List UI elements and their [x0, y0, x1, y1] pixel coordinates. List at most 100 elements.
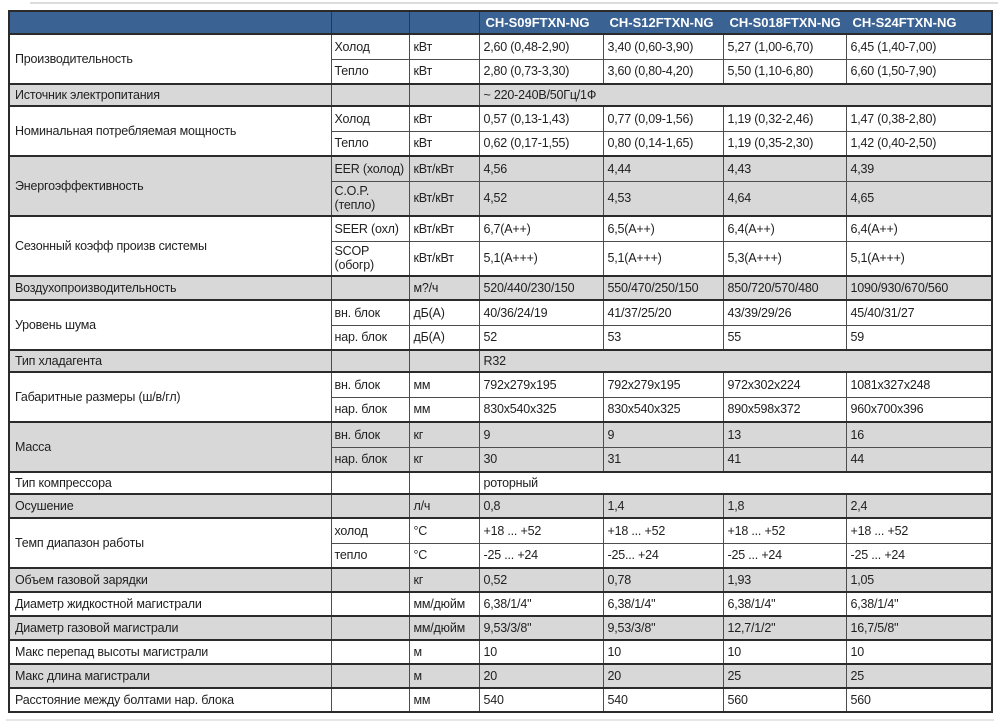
- value-cell: 1,93: [722, 567, 847, 593]
- unit-cell: кВт: [408, 33, 480, 60]
- unit-cell: [408, 349, 480, 373]
- table-row: Воздухопроизводительность м?/ч 520/440/230…: [8, 275, 993, 301]
- row-label-cell: Диаметр газовой магистрали: [8, 615, 332, 641]
- value-cell: 6,5(A++): [602, 215, 724, 242]
- value-cell: 10: [602, 639, 724, 665]
- sub-parameter-cell: SEER (охл): [330, 215, 410, 242]
- table-row: Масса вн. блок кг 9 9 13 16: [8, 421, 993, 473]
- value-cell: 4,53: [602, 180, 724, 217]
- value-cell: 792х279х195: [478, 371, 604, 398]
- unit-cell: м?/ч: [408, 275, 480, 301]
- value-cell: 9: [602, 421, 724, 448]
- value-cell: 44: [845, 446, 993, 473]
- row-label-cell: Сезонный коэфф произв системы: [8, 215, 332, 277]
- table-row: Темп диапазон работы холод °C +18 ... +52 +1…: [8, 517, 993, 569]
- value-cell: 2,60 (0,48-2,90): [478, 33, 604, 60]
- value-cell: 830х540х325: [602, 396, 724, 423]
- unit-cell: °C: [408, 542, 480, 569]
- sub-parameter-cell: [330, 349, 410, 373]
- value-cell: 5,1(A+++): [478, 240, 604, 277]
- value-cell: 1,05: [845, 567, 993, 593]
- table-row: Объем газовой зарядки кг 0,52 0,78 1,93 1,05: [8, 567, 993, 593]
- value-cell: +18 ... +52: [722, 517, 847, 544]
- unit-cell: [408, 83, 480, 107]
- value-cell: +18 ... +52: [845, 517, 993, 544]
- unit-cell: [408, 471, 480, 495]
- value-cell: 1,19 (0,35-2,30): [722, 130, 847, 157]
- value-cell: 0,57 (0,13-1,43): [478, 105, 604, 132]
- table-row: Расстояние между болтами нар. блока мм 540…: [8, 687, 993, 713]
- unit-cell: °C: [408, 517, 480, 544]
- value-cell: 792х279х195: [602, 371, 724, 398]
- value-cell: 520/440/230/150: [478, 275, 604, 301]
- value-cell: 830х540х325: [478, 396, 604, 423]
- value-cell: 25: [722, 663, 847, 689]
- sub-parameter-cell: Холод: [330, 105, 410, 132]
- value-cell: 55: [722, 324, 847, 351]
- value-cell: 5,3(A+++): [722, 240, 847, 277]
- value-cell: 6,38/1/4": [845, 591, 993, 617]
- sub-parameter-cell: [330, 615, 410, 641]
- row-label-cell: Габаритные размеры (ш/в/гл): [8, 371, 332, 423]
- value-cell: 6,7(A++): [478, 215, 604, 242]
- value-cell: 890х598х372: [722, 396, 847, 423]
- sub-parameter-cell: [330, 471, 410, 495]
- sub-parameter-cell: C.O.P. (тепло): [330, 180, 410, 217]
- value-cell: +18 ... +52: [602, 517, 724, 544]
- value-cell: 6,38/1/4": [722, 591, 847, 617]
- row-label-cell: Темп диапазон работы: [8, 517, 332, 569]
- value-cell: 972х302х224: [722, 371, 847, 398]
- value-cell: 1,47 (0,38-2,80): [845, 105, 993, 132]
- unit-cell: кВт: [408, 130, 480, 157]
- value-cell: 2,4: [845, 493, 993, 519]
- value-cell: 1,19 (0,32-2,46): [722, 105, 847, 132]
- table-row: Тепло кВт 0,62 (0,17-1,55) 0,80 (0,14-1,65)…: [9, 130, 993, 157]
- unit-cell: мм: [408, 371, 480, 398]
- spec-table: CH-S09FTXN-NG CH-S12FTXN-NG CH-S018FTXN-NG…: [8, 10, 993, 713]
- value-cell: -25... +24: [602, 542, 724, 569]
- table-row: Макс длина магистрали м 20 20 25 25: [8, 663, 993, 689]
- table-row: Энергоэффективность EER (холод) кВт/кВт 4,5…: [8, 155, 993, 217]
- value-cell: 1081х327х248: [845, 371, 993, 398]
- sub-parameter-cell: [330, 687, 410, 713]
- value-cell: 45/40/31/27: [845, 299, 993, 326]
- unit-cell: мм: [408, 396, 480, 423]
- row-label-cell: Расстояние между болтами нар. блока: [8, 687, 332, 713]
- merged-value-cell: роторный: [478, 471, 993, 495]
- unit-cell: мм: [408, 687, 480, 713]
- sub-parameter-cell: [330, 663, 410, 689]
- value-cell: 20: [478, 663, 604, 689]
- value-cell: 31: [602, 446, 724, 473]
- value-cell: 20: [602, 663, 724, 689]
- value-cell: 4,56: [478, 155, 604, 182]
- column-header-model: CH-S09FTXN-NG: [479, 10, 604, 34]
- row-label-cell: Производительность: [8, 33, 332, 85]
- value-cell: 4,52: [478, 180, 604, 217]
- value-cell: 0,77 (0,09-1,56): [602, 105, 724, 132]
- unit-cell: кг: [408, 421, 480, 448]
- value-cell: 16: [845, 421, 993, 448]
- table-row: Диаметр газовой магистрали мм/дюйм 9,53/3/…: [8, 615, 993, 641]
- value-cell: 6,38/1/4": [602, 591, 724, 617]
- value-cell: 6,4(A++): [845, 215, 993, 242]
- unit-cell: кВт/кВт: [408, 180, 480, 217]
- unit-cell: м: [408, 639, 480, 665]
- unit-cell: л/ч: [408, 493, 480, 519]
- sub-parameter-cell: нар. блок: [330, 446, 410, 473]
- row-label-cell: Воздухопроизводительность: [8, 275, 332, 301]
- value-cell: 0,52: [478, 567, 604, 593]
- table-row: Тип компрессора роторный: [8, 471, 993, 495]
- value-cell: 0,8: [478, 493, 604, 519]
- sub-parameter-cell: [330, 493, 410, 519]
- unit-cell: дБ(А): [408, 299, 480, 326]
- value-cell: 41: [722, 446, 847, 473]
- sub-parameter-cell: вн. блок: [330, 371, 410, 398]
- column-header-empty: [409, 10, 480, 34]
- table-row: Габаритные размеры (ш/в/гл) вн. блок мм 792…: [8, 371, 993, 423]
- value-cell: -25 ... +24: [478, 542, 604, 569]
- unit-cell: кВт/кВт: [408, 155, 480, 182]
- table-row: Тепло кВт 2,80 (0,73-3,30) 3,60 (0,80-4,20)…: [9, 58, 993, 85]
- value-cell: 540: [478, 687, 604, 713]
- spec-table-body: Производительность Холод кВт 2,60 (0,48-2,9…: [8, 33, 993, 713]
- value-cell: 960х700х396: [845, 396, 993, 423]
